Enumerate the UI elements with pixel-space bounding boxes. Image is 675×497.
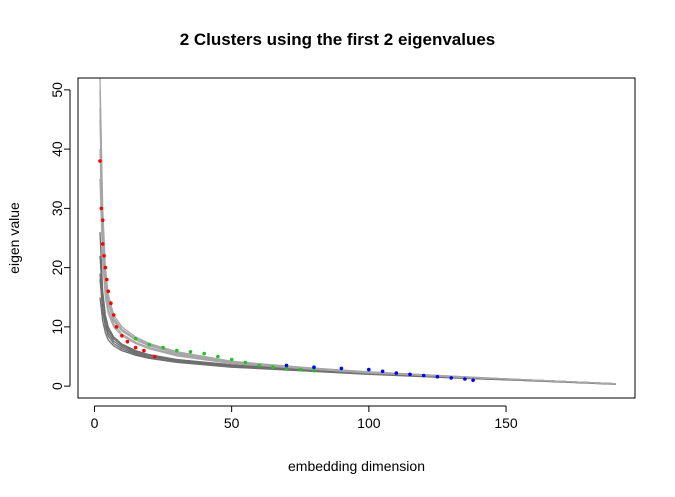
cluster-point-red: [99, 206, 104, 211]
cluster-point-green: [284, 366, 289, 371]
axes: 0 50 100 150 0 10 20 30 40 50: [49, 82, 518, 431]
cluster-point-blue: [367, 367, 371, 372]
cluster-point-green: [271, 365, 275, 370]
cluster-point-red: [111, 313, 116, 317]
cluster-point-blue: [339, 366, 344, 371]
cluster-point-green: [298, 367, 303, 372]
eigen-curve-dark: [99, 255, 616, 385]
eigen-curve-light: [99, 89, 616, 385]
cluster-point-red: [125, 339, 130, 344]
cluster-point-blue: [380, 369, 385, 374]
cluster-point-green: [161, 345, 165, 350]
cluster-point-red: [105, 277, 109, 282]
cluster-point-red: [153, 354, 157, 359]
cluster-point-green: [257, 363, 261, 368]
cluster-point-blue: [463, 377, 467, 381]
cluster-point-red: [100, 218, 105, 222]
cluster-point-green: [147, 342, 152, 347]
x-tick-label: 150: [494, 415, 518, 431]
cluster-point-green: [133, 336, 138, 341]
cluster-point-green: [229, 357, 234, 362]
eigen-curve-dark: [99, 273, 616, 385]
x-tick-label: 100: [357, 415, 381, 431]
y-tick-label: 30: [49, 200, 65, 216]
eigen-curve-light: [99, 78, 616, 385]
cluster-point-red: [133, 345, 138, 350]
eigen-curve-light: [99, 107, 616, 385]
cluster-point-red: [98, 159, 102, 163]
cluster-point-green: [188, 350, 193, 354]
y-tick-label: 20: [49, 260, 65, 276]
cluster-point-blue: [449, 376, 454, 380]
y-tick-label: 10: [49, 319, 65, 335]
cluster-point-red: [142, 348, 146, 353]
cluster-point-green: [216, 354, 220, 359]
y-tick-label: 50: [49, 82, 65, 98]
cluster-point-blue: [421, 373, 426, 378]
y-tick-label: 40: [49, 141, 65, 157]
cluster-point-red: [103, 265, 108, 270]
plot-frame: [77, 77, 636, 399]
cluster-point-blue: [284, 363, 289, 368]
cluster-point-blue: [471, 378, 475, 383]
cluster-point-blue: [394, 371, 399, 375]
x-tick-label: 0: [91, 415, 99, 431]
cluster-point-blue: [408, 372, 412, 377]
cluster-point-red: [120, 334, 124, 338]
cluster-point-blue: [435, 374, 440, 379]
cluster-point-red: [102, 254, 106, 258]
chart-title: 2 Clusters using the first 2 eigenvalues: [179, 30, 496, 49]
cluster-point-green: [202, 351, 206, 356]
x-axis-label: embedding dimension: [288, 458, 425, 474]
cluster-point-red: [106, 289, 110, 294]
cluster-point-red: [114, 325, 119, 329]
eigen-curve-dark: [99, 279, 616, 385]
cluster-point-red: [109, 301, 113, 306]
x-tick-label: 50: [224, 415, 240, 431]
cluster-point-green: [312, 368, 316, 373]
plot-area: [98, 78, 616, 386]
cluster-point-green: [175, 348, 179, 353]
eigen-curve-light: [99, 119, 616, 385]
cluster-point-blue: [312, 365, 316, 370]
cluster-point-green: [243, 360, 248, 365]
cluster-point-red: [100, 242, 105, 246]
y-tick-label: 0: [49, 382, 65, 390]
eigen-curve-light: [99, 149, 616, 385]
